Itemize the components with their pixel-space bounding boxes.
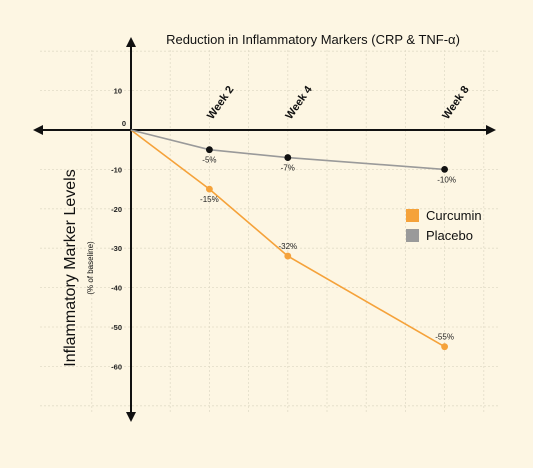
data-point-placebo	[206, 146, 213, 154]
legend-label-placebo: Placebo	[426, 228, 473, 243]
y-tick-label: 10	[114, 87, 122, 96]
data-label-curcumin: -15%	[200, 195, 219, 204]
data-point-placebo	[284, 154, 292, 161]
y-tick-label: -40	[111, 284, 122, 293]
y-axis-label: Inflammatory Marker Levels	[62, 169, 79, 366]
data-point-placebo	[441, 166, 448, 173]
y-tick-label: -20	[111, 205, 122, 214]
series-layer	[130, 129, 448, 351]
series-line-curcumin	[130, 129, 446, 348]
data-point-curcumin	[206, 185, 213, 193]
y-tick-label: -50	[111, 323, 122, 332]
x-axis-arrow-right	[486, 125, 496, 135]
origin-label: 0	[122, 119, 126, 128]
data-point-curcumin	[441, 343, 448, 351]
legend-label-curcumin: Curcumin	[426, 208, 482, 223]
data-label-placebo: -7%	[281, 164, 295, 173]
y-axis-arrow-top	[126, 37, 136, 47]
x-axis-arrow-left	[33, 125, 43, 135]
y-axis-sublabel: (% of baseline)	[86, 241, 95, 295]
axes	[33, 37, 496, 422]
y-axis-arrow-bottom	[126, 412, 136, 422]
data-label-placebo: -5%	[202, 156, 216, 165]
data-label-curcumin: -32%	[278, 242, 297, 251]
grid	[40, 50, 500, 412]
legend: Curcumin Placebo	[406, 208, 482, 243]
y-tick-label: -60	[111, 362, 122, 371]
y-tick-label: -10	[111, 165, 122, 174]
legend-swatch-placebo	[406, 229, 419, 242]
data-point-curcumin	[284, 252, 292, 260]
y-tick-label: -30	[111, 244, 122, 253]
legend-swatch-curcumin	[406, 209, 419, 222]
series-line-placebo	[130, 129, 445, 171]
data-label-curcumin: -55%	[435, 333, 454, 342]
chart-title: Reduction in Inflammatory Markers (CRP &…	[166, 32, 460, 47]
data-label-placebo: -10%	[437, 175, 456, 184]
x-tick-label: Week 4	[283, 83, 315, 121]
